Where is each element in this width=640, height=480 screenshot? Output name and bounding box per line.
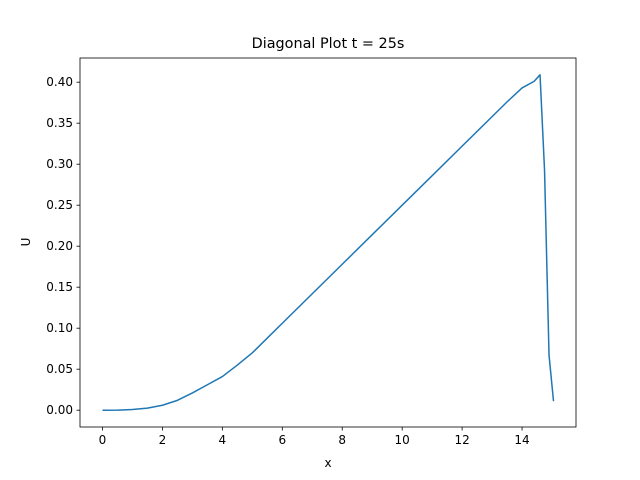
x-axis-label: x [324, 456, 331, 470]
x-tick-label: 6 [278, 433, 286, 447]
y-tick-label: 0.30 [46, 157, 73, 171]
y-tick-label: 0.40 [46, 75, 73, 89]
plot-frame [79, 57, 577, 428]
x-tick-label: 10 [395, 433, 410, 447]
y-tick-label: 0.15 [46, 280, 73, 294]
x-tick-label: 4 [219, 433, 227, 447]
y-tick-label: 0.05 [46, 362, 73, 376]
y-tick-label: 0.25 [46, 198, 73, 212]
chart-title: Diagonal Plot t = 25s [252, 36, 405, 52]
x-tick-label: 2 [159, 433, 167, 447]
y-tick-label: 0.35 [46, 116, 73, 130]
y-tick-label: 0.20 [46, 239, 73, 253]
x-tick-label: 8 [338, 433, 346, 447]
x-tick-label: 14 [514, 433, 529, 447]
y-tick-label: 0.00 [46, 403, 73, 417]
x-tick-label: 12 [454, 433, 469, 447]
x-tick-label: 0 [99, 433, 107, 447]
y-tick-label: 0.10 [46, 321, 73, 335]
data-line [102, 74, 555, 411]
y-axis-label: U [19, 238, 33, 247]
